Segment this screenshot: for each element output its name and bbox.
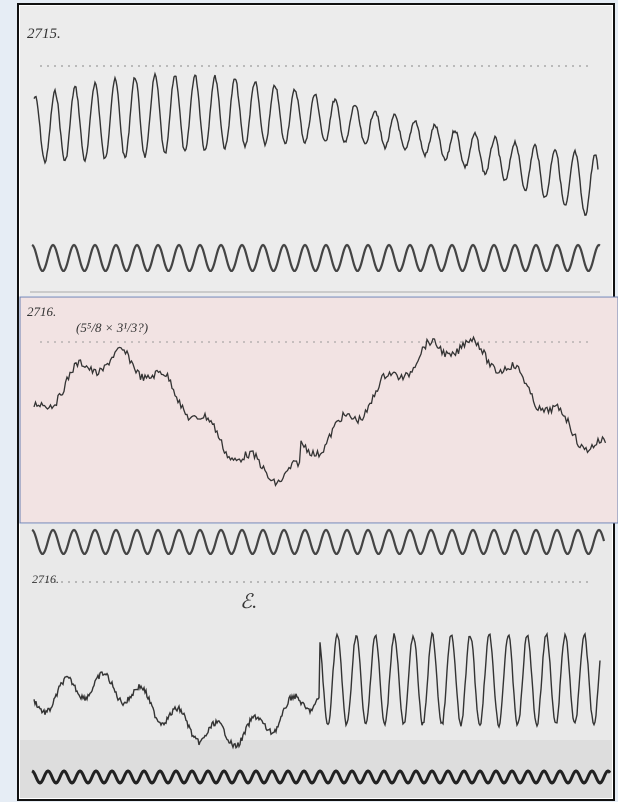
panel-label: 2716. xyxy=(32,572,59,586)
panel-3-shade xyxy=(20,740,612,798)
panel-1 xyxy=(20,6,612,296)
panel-note: (5⁵/8 × 3¹/3?) xyxy=(76,320,148,335)
panel-label: 2715. xyxy=(27,26,61,42)
panel-label: 2716. xyxy=(27,304,56,319)
page: 2715. 2716. (5⁵/8 × 3¹/3?) 2716. ℰ. (() … xyxy=(0,0,618,802)
scan: 2715. 2716. (5⁵/8 × 3¹/3?) 2716. ℰ. xyxy=(0,0,618,802)
panel-note: ℰ. xyxy=(240,591,257,613)
